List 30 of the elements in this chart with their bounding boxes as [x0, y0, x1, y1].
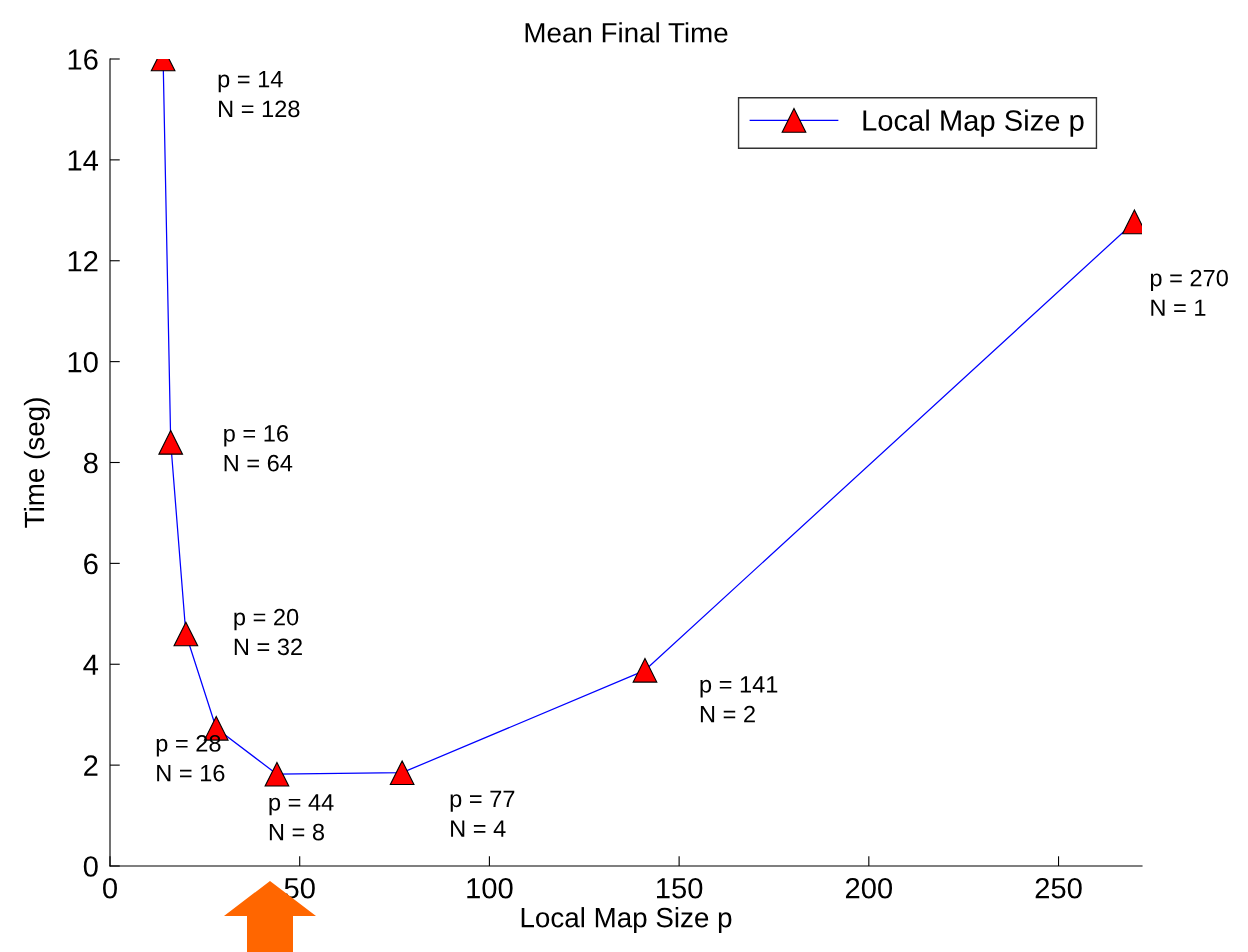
- x-axis-title: Local Map Size p: [521, 907, 732, 933]
- annotation: p = 44 N = 8: [269, 794, 334, 841]
- x-tick-label: 150: [657, 877, 703, 899]
- y-tick-label: 14: [68, 150, 99, 171]
- annotation: p = 14 N = 128: [218, 71, 300, 118]
- point: [264, 761, 290, 787]
- y-tick-label: 2: [84, 755, 98, 776]
- point: [632, 657, 658, 683]
- annotation: p = 20 N = 32: [234, 608, 302, 656]
- y-tick-label: 10: [68, 351, 98, 373]
- annotation: p = 270 N = 1: [1150, 269, 1228, 316]
- x-tick-label: 100: [467, 877, 513, 899]
- point: [173, 621, 199, 647]
- point: [158, 429, 184, 455]
- y-tick-label: 0: [83, 856, 98, 877]
- y-tick-label: 8: [83, 452, 98, 474]
- x-tick-label: 250: [1035, 877, 1082, 899]
- y-axis-title: Time (seg): [23, 398, 50, 528]
- annotation: p = 141 N = 2: [700, 676, 778, 723]
- annotation: p = 16 N = 64: [224, 425, 293, 472]
- point: [389, 760, 415, 786]
- legend-label: Local Map Size p: [863, 109, 1084, 137]
- x-tick-label: 0: [103, 877, 117, 899]
- annotation: p = 77 N = 4: [450, 790, 515, 837]
- y-tick-label: 6: [84, 553, 98, 575]
- y-tick-label: 4: [83, 654, 99, 675]
- x-tick-label: 200: [845, 877, 893, 899]
- y-tick-label: 12: [68, 250, 98, 272]
- y-tick-label: 16: [68, 49, 98, 70]
- chart-title: Mean Final Time: [525, 22, 728, 43]
